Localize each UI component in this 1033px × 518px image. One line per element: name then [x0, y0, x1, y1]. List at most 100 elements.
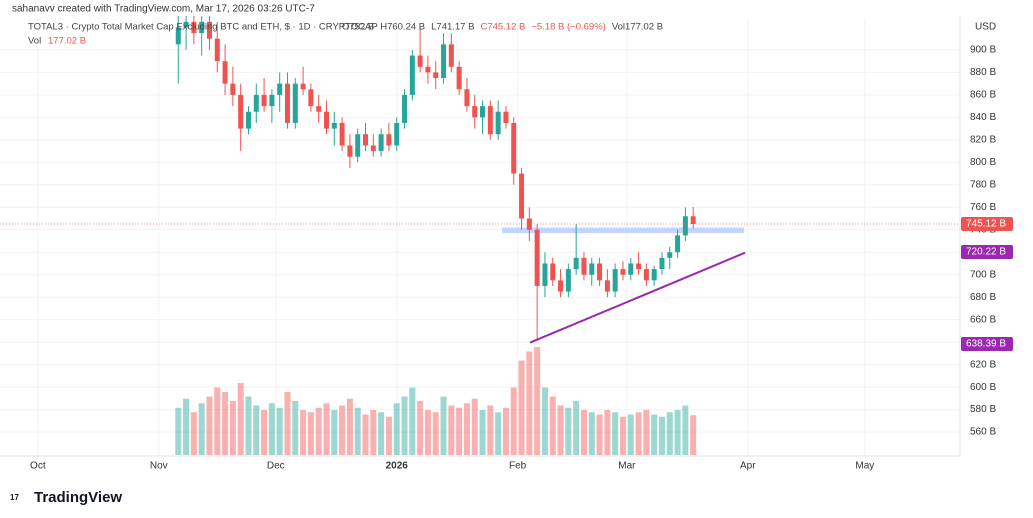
volume-bar [674, 410, 681, 455]
y-tick-label: 800 B [970, 157, 996, 168]
x-tick-label: Mar [618, 461, 636, 472]
volume-bar [323, 403, 330, 455]
candle-body [604, 280, 610, 292]
candle-body [230, 83, 236, 95]
volume-bar [276, 407, 283, 455]
volume-label: Vol [28, 36, 41, 47]
x-tick-label: May [855, 461, 874, 472]
candle-body [425, 66, 431, 73]
candle-body [659, 257, 665, 270]
price-tag-label: 745.12 B [966, 219, 1006, 230]
candle-body [690, 216, 696, 225]
volume-bar [393, 403, 400, 455]
candle-body [628, 263, 634, 275]
candle-body [363, 134, 369, 146]
candle-body [441, 44, 447, 79]
candle-body [402, 94, 408, 123]
candle-body [409, 55, 415, 95]
volume-bar [245, 396, 252, 455]
volume-bar [573, 401, 580, 455]
candle-body [253, 94, 259, 112]
volume-bar [627, 414, 634, 455]
candle-body [261, 94, 267, 107]
y-tick-label: 660 B [970, 314, 996, 325]
volume-bar [682, 405, 689, 455]
volume-bar [300, 410, 307, 455]
ohlc-item: Vol177.02 B [612, 22, 663, 33]
volume-bar [331, 410, 338, 455]
volume-bar [658, 416, 665, 455]
trend-tag [961, 244, 1013, 259]
plot-area [0, 16, 960, 455]
candle-body [378, 134, 384, 152]
candle-body [456, 66, 462, 90]
candle-body [191, 21, 197, 34]
candle-body [511, 122, 517, 174]
volume-bar [432, 412, 439, 455]
x-tick-label: Nov [150, 461, 168, 472]
volume-bar [619, 416, 626, 455]
candle-body [573, 257, 579, 270]
x-tick-label: Dec [267, 461, 285, 472]
volume-bar [378, 412, 385, 455]
y-tick-label: 760 B [970, 202, 996, 213]
candle-body [386, 134, 392, 146]
price-tag [961, 217, 1013, 232]
candle-body [175, 27, 181, 45]
volume-bar [549, 396, 556, 455]
candle-body [636, 263, 642, 270]
volume-bar [385, 416, 392, 455]
trend-tag [961, 336, 1013, 351]
candle-body [526, 218, 532, 230]
volume-bar [401, 396, 408, 455]
candle-body [214, 38, 220, 62]
zone [502, 227, 744, 234]
x-tick-label: Feb [509, 461, 527, 472]
volume-bar [409, 387, 416, 455]
volume-bar [354, 407, 361, 455]
candle-body [682, 216, 688, 236]
volume-bar [643, 410, 650, 455]
y-tick-label: 560 B [970, 427, 996, 438]
candle-body [519, 173, 525, 219]
volume-bar [175, 407, 182, 455]
candle-body [339, 122, 345, 146]
candle-body [589, 263, 595, 275]
volume-bar [222, 392, 229, 455]
y-tick-label: 580 B [970, 404, 996, 415]
volume-bar [456, 407, 463, 455]
ohlc-item: O752 B [342, 22, 374, 33]
trend-tag-label: 638.39 B [966, 339, 1006, 350]
volume-bar [448, 405, 455, 455]
candle-body [487, 106, 493, 135]
volume-bar [463, 403, 470, 455]
volume-bar [261, 410, 268, 455]
volume-bar [362, 414, 369, 455]
candle-body [480, 106, 486, 118]
volume-bar [588, 412, 595, 455]
candle-body [503, 111, 509, 123]
volume-bar [214, 387, 221, 455]
volume-bar [502, 407, 509, 455]
volume-bar [565, 407, 572, 455]
y-tick-label: 880 B [970, 67, 996, 78]
candle-body [300, 83, 306, 90]
volume-bar [690, 415, 697, 455]
candle-body [495, 111, 501, 135]
candle-body [542, 263, 548, 286]
symbol: TOTAL3 · Crypto Total Market Cap Excludi… [28, 22, 378, 33]
volume-bar [612, 412, 619, 455]
volume-bar [596, 414, 603, 455]
y-tick-label: 860 B [970, 90, 996, 101]
candle-body [620, 269, 626, 275]
volume-bar [253, 405, 260, 455]
volume-bar [471, 398, 478, 455]
candle-body [347, 145, 353, 157]
candle-body [370, 145, 376, 152]
candle-body [667, 252, 673, 258]
volume-bar [495, 412, 502, 455]
volume-bar [487, 405, 494, 455]
volume-bar [206, 396, 213, 455]
candle-body [675, 235, 681, 253]
